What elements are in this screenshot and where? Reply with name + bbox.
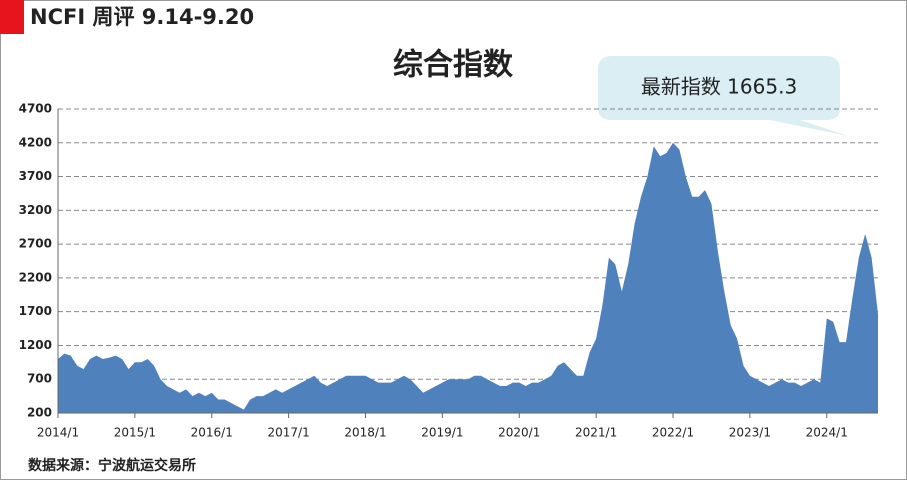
y-tick-label: 700 [27,372,52,386]
area [58,142,878,414]
x-tick-label: 2021/1 [575,426,617,440]
y-tick-label: 4700 [19,102,52,116]
x-tick-label: 2019/1 [421,426,463,440]
annotation: 最新指数 1665.3 [641,75,797,99]
x-tick-label: 2022/1 [652,426,694,440]
y-tick-label: 3200 [19,203,52,217]
x-tick-label: 2018/1 [344,426,386,440]
y-tick-label: 3700 [19,169,52,183]
x-tick-label: 2014/1 [37,426,79,440]
x-tick-label: 2015/1 [114,426,156,440]
y-tick-label: 2200 [19,270,52,284]
callout [598,56,848,136]
y-tick-label: 4200 [19,135,52,149]
y-tick-label: 1700 [19,304,52,318]
x-tick-label: 2020/1 [498,426,540,440]
x-tick-label: 2024/1 [806,426,848,440]
x-tick-label: 2016/1 [191,426,233,440]
header-marker [0,0,24,34]
chart-title: 综合指数 [393,48,514,83]
x-tick-label: 2017/1 [268,426,310,440]
y-tick-label: 2700 [19,237,52,251]
y-tick-label: 1200 [19,338,52,352]
x-tick-label: 2023/1 [729,426,771,440]
header-title: NCFI 周评 9.14-9.20 [30,5,254,29]
y-tick-label: 200 [27,406,52,420]
source: 数据来源：宁波航运交易所 [28,457,196,474]
